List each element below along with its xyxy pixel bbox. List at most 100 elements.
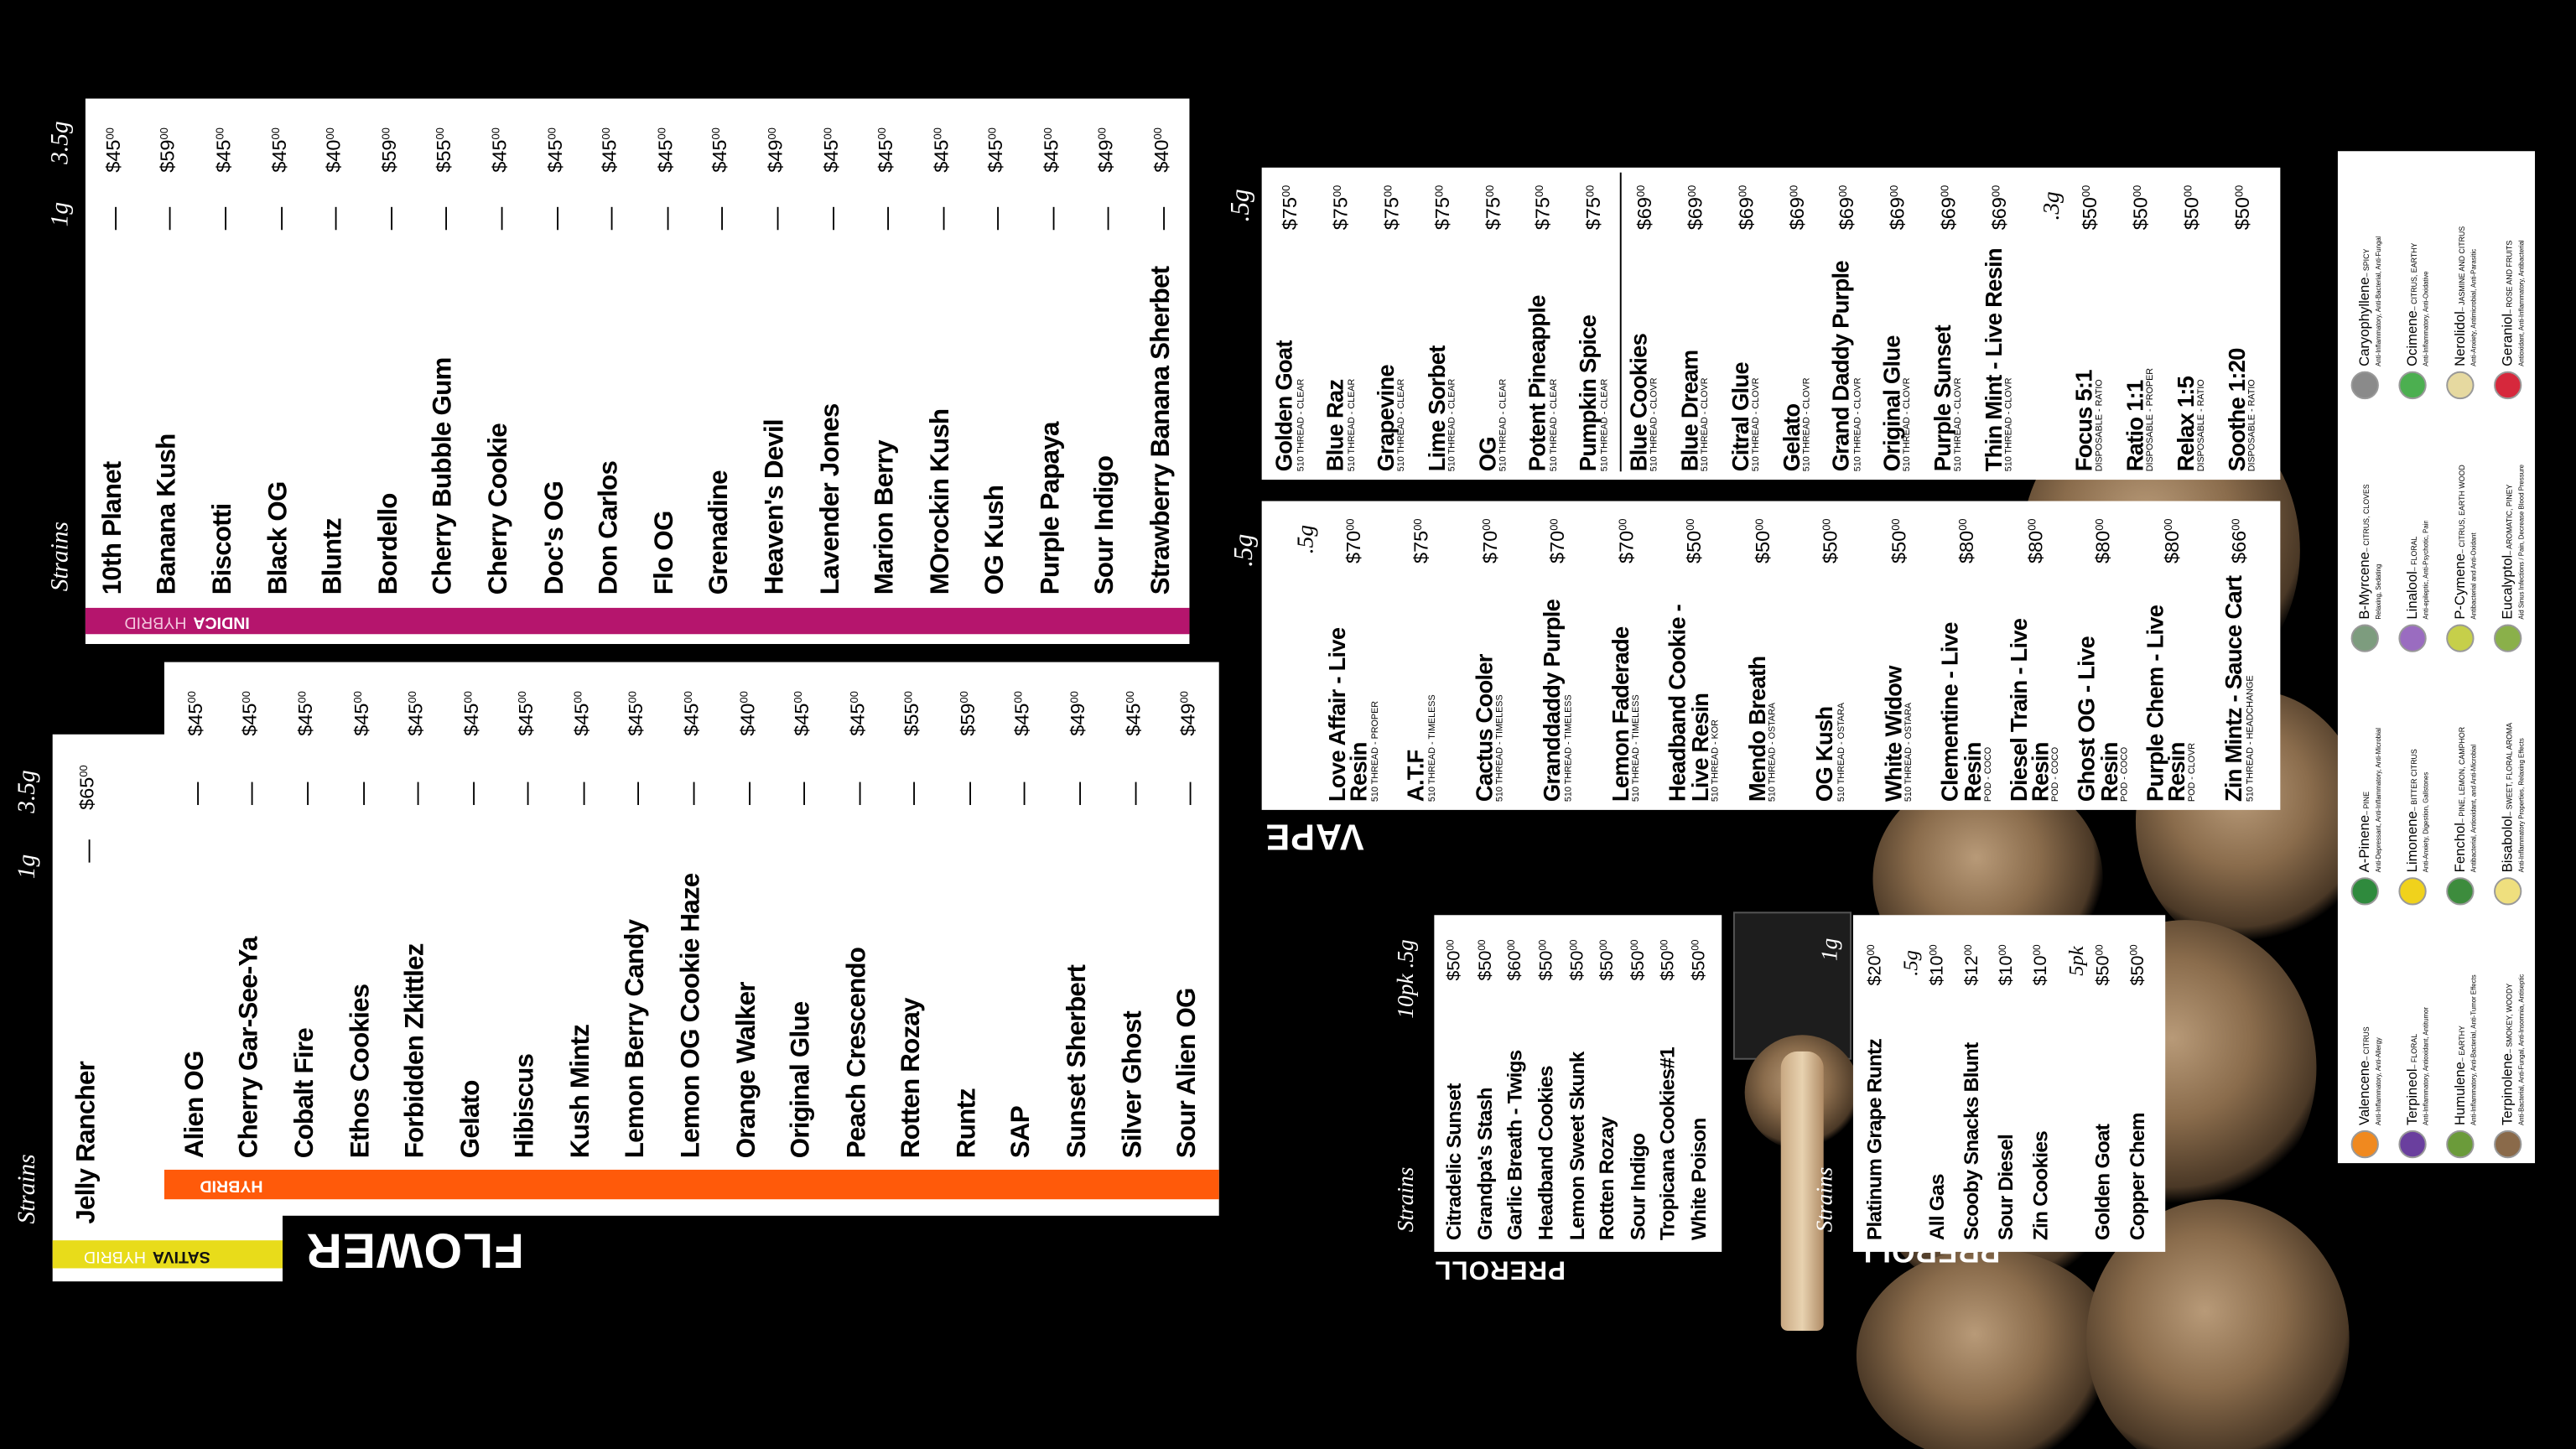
item-type: 510 THREAD - TIMELESS <box>1495 694 1506 802</box>
price-cents: 00 <box>1737 184 1750 198</box>
menu-item: Thin Mint - Live Resin 510 THREAD - CLOVR… <box>1974 168 2024 480</box>
terpene-aroma: – EARTHY <box>2456 1026 2465 1062</box>
terpene-title: Terpinolene– SMOKEY, WOODY <box>2490 974 2518 1125</box>
price: $5000 <box>1628 939 1649 981</box>
menu-item: Citradelic Sunset $5000 <box>1441 915 1471 1252</box>
column-header: 3.5g <box>47 121 75 164</box>
menu-item: Copper Chem $5000 <box>2121 915 2155 1252</box>
item-name: Sour Indigo <box>1626 1133 1649 1241</box>
terpene: Eucalyptol– AROMATIC, PINEY Aid Sinus Inf… <box>2490 404 2526 657</box>
item-name-box: Ghost OG - Live Resin POD - COCO <box>2073 572 2130 802</box>
item-type: 510 THREAD - CLEAR <box>1397 378 1408 472</box>
menu-item: Potent Pineapple 510 THREAD - CLEAR $7500 <box>1518 168 1568 480</box>
item-type: 510 THREAD - CLOVR <box>1802 377 1813 472</box>
menu-panel: Alien OG — $4500 Cherry Gar-See-Ya — $4500 Cob… <box>164 662 1219 1216</box>
terpene-text: Linalool– FLORAL Anti-epileptic, Anti-Psy… <box>2395 520 2431 620</box>
price-cents: 00 <box>822 127 834 140</box>
item-name-box: Marion Berry <box>871 242 899 595</box>
item-name-box: Platinum Grape Runtz <box>1864 978 1887 1240</box>
menu-item: Original Glue 510 THREAD - CLOVR $6900 <box>1872 168 1923 480</box>
price-cents: 00 <box>1482 518 1493 531</box>
price-cents: 00 <box>1839 184 1851 198</box>
item-name-box: Silver Ghost <box>1119 813 1146 1158</box>
item-name-box: All Gas <box>1926 978 1949 1240</box>
menu-item: Cactus Cooler 510 THREAD - TIMELESS $7000 <box>1456 501 1524 810</box>
price: $5000 <box>1476 939 1496 981</box>
item-name-box: Original Glue 510 THREAD - CLOVR <box>1878 238 1914 471</box>
item-name: Blue Cookies <box>1625 333 1652 472</box>
price-cents: 00 <box>712 127 724 140</box>
menu-item: OG Kush — $4500 <box>969 99 1024 644</box>
one-gram-price: — <box>817 206 844 231</box>
item-type: 510 THREAD - OSTARA <box>1836 702 1847 802</box>
item-name: Bordello <box>375 493 403 595</box>
terpene: Caryophyllene– SPICY Anti-Inflammatory, A… <box>2347 151 2383 404</box>
item-name-box: Blue Raz 510 THREAD - CLEAR <box>1322 238 1357 472</box>
item-group: .5g All Gas $1000 Scooby Snacks Blunt $1200 S… <box>1894 915 2059 1252</box>
menu-item: Zin Cookies $1000 <box>2025 915 2059 1252</box>
item-name-box: Mendo Breath 510 THREAD - OSTARA <box>1743 572 1779 802</box>
column-header: Strains <box>47 522 75 592</box>
terpene-effects: Anti-Inflammatory, Antioxidant, Antitumo… <box>2422 1007 2430 1126</box>
item-name-box: Citradelic Sunset <box>1443 978 1466 1240</box>
terpene-title: Eucalyptol– AROMATIC, PINEY <box>2490 465 2518 620</box>
menu-item: Rotten Rozay — $5500 <box>885 662 940 1216</box>
column-header: 1g <box>1818 937 1844 962</box>
menu-item: Hibiscus — $4500 <box>499 662 554 1216</box>
item-name: Potent Pineapple <box>1524 295 1551 472</box>
item-name: Blue Raz <box>1322 379 1348 472</box>
terpene-title: Bisabolol– SWEET, FLORAL AROMA <box>2490 723 2518 873</box>
item-name-box: Diesel Train - Live Resin POD - COCO <box>2005 572 2062 802</box>
menu-item: Mendo Breath 510 THREAD - OSTARA $5000 <box>1728 501 1796 810</box>
menu-item: All Gas $1000 <box>1922 915 1956 1252</box>
price-cents: 00 <box>381 127 392 140</box>
group-header-row: .5g <box>1265 501 1319 810</box>
item-name-box: Sour Diesel <box>1995 978 2018 1240</box>
item-name: Headband Cookie - Live Resin <box>1664 604 1713 802</box>
price: $4900 <box>763 127 787 173</box>
price: $1000 <box>1928 944 1948 986</box>
price-cents: 00 <box>1636 184 1649 198</box>
price-cents: 00 <box>1618 518 1630 531</box>
item-name: OG Kush <box>982 485 1010 595</box>
terpene-icon <box>2398 624 2427 652</box>
price-cents: 00 <box>242 691 254 704</box>
item-name-box: Ethos Cookies <box>346 813 374 1159</box>
item-name-box: Bluntz <box>319 242 347 595</box>
terpene-text: B-Myrcene– CITRUS, CLOVES Relaxing, Sedat… <box>2347 484 2383 619</box>
terpene-icon <box>2446 877 2475 906</box>
one-gram-price: — <box>1037 206 1065 231</box>
price-cents: 00 <box>1868 944 1879 956</box>
menu-item: Black OG — $4500 <box>251 99 306 644</box>
item-name: Grandpa's Stash <box>1473 1088 1497 1241</box>
price-cents: 00 <box>657 127 668 140</box>
terpene-text: Limonene– BITTER CITRUS Anti-Anxiety, Dig… <box>2395 749 2431 872</box>
price-cents: 00 <box>793 691 806 704</box>
terpene: Terpinolene– SMOKEY, WOODY Anti-Bacterial… <box>2490 910 2526 1163</box>
item-type: 510 THREAD - CLEAR <box>1498 378 1509 472</box>
terpene-icon <box>2398 371 2427 400</box>
menu-item: Alien OG — $4500 <box>168 662 223 1216</box>
price: $6900 <box>1936 184 1961 231</box>
price-cents: 00 <box>2233 184 2246 198</box>
menu-item: Forbidden Zkittlez — $4500 <box>388 662 444 1216</box>
menu-item: Rotten Rozay $5000 <box>1593 915 1623 1252</box>
item-name: Kush Mintz <box>567 1024 595 1159</box>
item-name: Peach Crescendo <box>843 947 871 1159</box>
item-name: OG <box>1473 437 1500 472</box>
item-name-box: Sour Alien OG <box>1174 813 1202 1158</box>
terpene-icon <box>2350 624 2379 652</box>
terpene-name: P-Cymene <box>2450 553 2467 620</box>
menu-item: Cherry Bubble Gum — $5500 <box>417 99 472 644</box>
item-name: Pumpkin Spice <box>1575 314 1602 472</box>
item-name-box: Lime Sorbet 510 THREAD - CLEAR <box>1423 238 1458 471</box>
column-header: 3.5g <box>14 770 41 813</box>
terpene-aroma: – BITTER CITRUS <box>2409 749 2418 812</box>
item-type: DISPOSABLE - RATIO <box>2197 379 2208 472</box>
menu-item: Bordello — $5900 <box>361 99 417 644</box>
menu-item: Purple Chem - Live Resin POD - CLOVR $8000 <box>2137 501 2205 810</box>
price: $4500 <box>238 691 262 736</box>
price-cents: 00 <box>2081 184 2094 198</box>
terpene-title: Limonene– BITTER CITRUS <box>2395 749 2423 872</box>
menu-item: Sour Indigo $5000 <box>1623 915 1654 1252</box>
